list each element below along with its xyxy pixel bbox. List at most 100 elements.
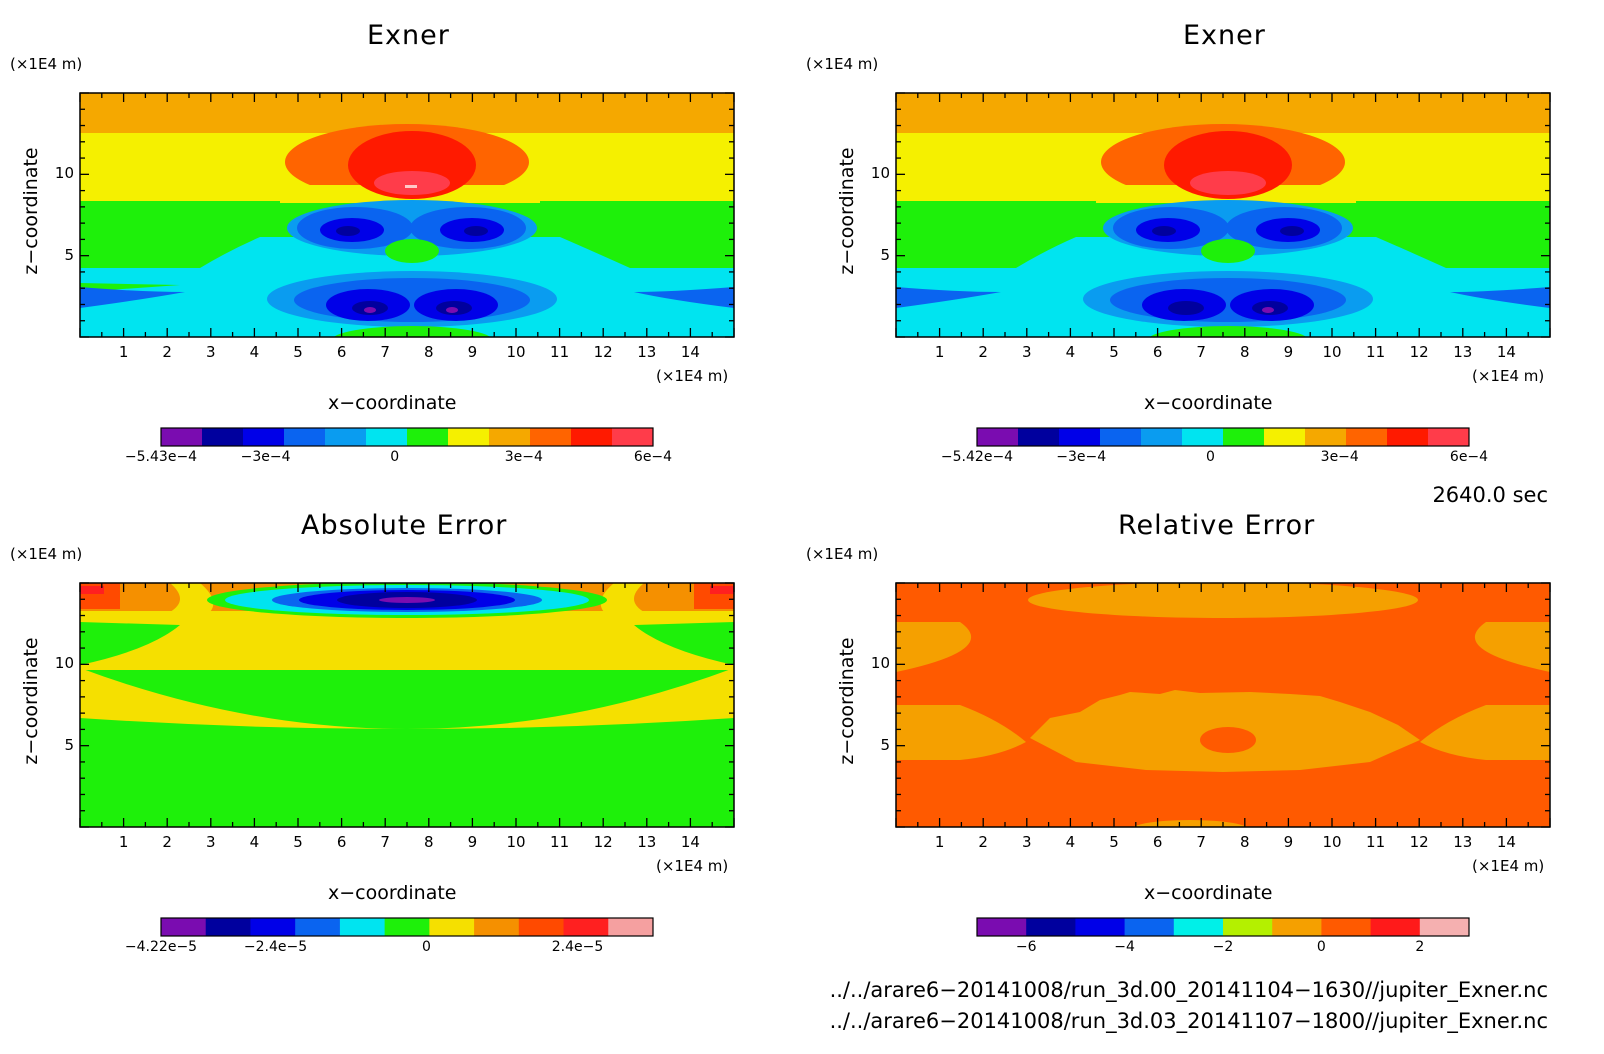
panel1-z-unit: (×1E4 m) <box>10 55 83 73</box>
colorbar-segment <box>489 428 531 446</box>
colorbar-segment <box>1100 428 1142 446</box>
colorbar-label: −3e−4 <box>240 449 291 465</box>
colorbar-segment <box>1419 918 1470 936</box>
colorbar-segment <box>1346 428 1388 446</box>
colorbar-segment <box>448 428 490 446</box>
colorbar-segment <box>518 918 565 936</box>
x-tick-label: 2 <box>978 343 988 361</box>
colorbar-label: 0 <box>390 449 400 465</box>
x-tick-label: 1 <box>934 343 945 361</box>
colorbar-segment <box>366 428 408 446</box>
x-tick-label: 8 <box>1240 833 1250 851</box>
panel1-xlabel: x−coordinate <box>328 392 457 414</box>
x-tick-label: 8 <box>1240 343 1250 361</box>
x-tick-label: 1 <box>118 343 129 361</box>
colorbar-label: 2 <box>1415 939 1425 955</box>
x-tick-label: 10 <box>506 833 526 851</box>
x-tick-label: 3 <box>1022 343 1032 361</box>
colorbar-label: 0 <box>422 939 431 955</box>
colorbar-label: 0 <box>1316 939 1326 955</box>
time-label: 2640.0 sec <box>1432 483 1548 507</box>
x-tick-label: 2 <box>162 343 172 361</box>
x-tick-label: 5 <box>293 833 303 851</box>
colorbar-segment <box>977 428 1019 446</box>
colorbar-label: 6e−4 <box>633 449 673 465</box>
panel4-xlabel: x−coordinate <box>1144 882 1273 904</box>
colorbar-frame <box>976 427 1470 447</box>
panel3-x-unit: (×1E4 m) <box>656 857 729 875</box>
x-tick-label: 12 <box>1409 833 1429 851</box>
z-tick-label: 5 <box>64 735 74 754</box>
x-tick-label: 12 <box>593 343 613 361</box>
x-tick-label: 2 <box>162 833 172 851</box>
x-tick-label: 14 <box>680 833 700 851</box>
colorbar-segment <box>612 428 654 446</box>
colorbar-label: 3e−4 <box>1320 449 1359 465</box>
x-tick-label: 4 <box>249 343 260 361</box>
panel4-x-unit: (×1E4 m) <box>1472 857 1545 875</box>
colorbar-segment <box>161 918 207 936</box>
x-tick-label: 9 <box>467 833 478 851</box>
z-tick-label: 5 <box>880 735 890 754</box>
x-tick-label: 6 <box>336 343 347 361</box>
x-tick-label: 14 <box>1496 833 1516 851</box>
x-tick-label: 7 <box>380 343 390 361</box>
colorbar-label: 6e−4 <box>1449 449 1489 465</box>
exner-field-2 <box>896 93 1550 337</box>
x-tick-label: 6 <box>1152 343 1163 361</box>
panel3-z-unit: (×1E4 m) <box>10 545 83 563</box>
x-tick-label: 13 <box>637 833 657 851</box>
relative-error-field <box>896 583 1550 827</box>
x-tick-label: 12 <box>593 833 613 851</box>
x-tick-label: 5 <box>1109 833 1119 851</box>
panel2-ylabel: z−coordinate <box>836 147 858 275</box>
z-tick-label: 10 <box>54 654 74 673</box>
x-tick-label: 1 <box>934 833 945 851</box>
colorbar-label: −5.42e−4 <box>940 449 1014 465</box>
colorbar-segment <box>1428 428 1470 446</box>
x-tick-label: 14 <box>680 343 700 361</box>
colorbar-segment <box>250 918 296 936</box>
colorbar-segment <box>202 428 244 446</box>
colorbar-segment <box>1141 428 1183 446</box>
colorbar-segment <box>1370 918 1421 936</box>
colorbar-label: −6 <box>1015 939 1037 955</box>
colorbar-label: −2 <box>1212 939 1234 955</box>
colorbar-segment <box>1173 918 1224 936</box>
x-tick-label: 11 <box>1366 833 1386 851</box>
x-tick-label: 4 <box>1065 343 1076 361</box>
colorbar-frame <box>160 917 654 937</box>
colorbar-segment <box>429 918 475 936</box>
colorbar-segment <box>530 428 572 446</box>
colorbar-label: 3e−4 <box>504 449 543 465</box>
x-tick-label: 13 <box>1453 833 1473 851</box>
colorbar-segment <box>325 428 367 446</box>
colorbar-segment <box>1124 918 1175 936</box>
x-tick-label: 2 <box>978 833 988 851</box>
colorbar-segment <box>1321 918 1372 936</box>
colorbar-segment <box>1075 918 1126 936</box>
colorbar-segment <box>571 428 613 446</box>
colorbar-segment <box>243 428 285 446</box>
z-tick-label: 10 <box>54 164 74 183</box>
colorbar-label: 0 <box>1206 449 1215 465</box>
panel4-title: Relative Error <box>1118 510 1316 541</box>
z-tick-label: 5 <box>64 245 74 264</box>
panel1-x-unit: (×1E4 m) <box>656 367 729 385</box>
colorbar-segment <box>474 918 520 936</box>
x-tick-label: 5 <box>1109 343 1119 361</box>
x-tick-label: 11 <box>550 343 570 361</box>
x-tick-label: 13 <box>1453 343 1473 361</box>
colorbar-label: −3e−4 <box>1056 449 1107 465</box>
x-tick-label: 3 <box>1022 833 1032 851</box>
panel2-z-unit: (×1E4 m) <box>806 55 879 73</box>
colorbar-segment <box>407 428 449 446</box>
panel1-ylabel: z−coordinate <box>20 147 42 275</box>
colorbar-segment <box>1387 428 1429 446</box>
x-tick-label: 9 <box>1283 833 1294 851</box>
x-tick-label: 9 <box>467 343 478 361</box>
colorbar-frame <box>976 917 1470 937</box>
exner-field-1 <box>80 93 734 337</box>
panel2-title: Exner <box>1183 20 1266 51</box>
